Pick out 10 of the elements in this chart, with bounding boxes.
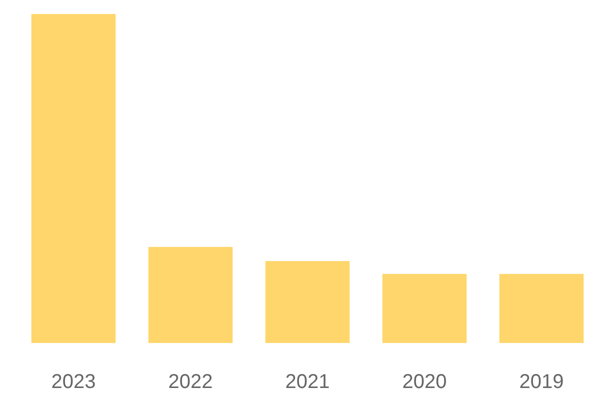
bar [382, 274, 467, 343]
x-tick-label: 2019 [519, 371, 564, 393]
x-tick-label: 2020 [402, 371, 447, 393]
bar [148, 246, 233, 343]
bar [31, 14, 116, 343]
bar [265, 261, 350, 343]
bar [499, 274, 584, 343]
x-tick-label: 2022 [168, 371, 213, 393]
x-tick-label: 2021 [285, 371, 330, 393]
x-tick-label: 2023 [51, 371, 96, 393]
